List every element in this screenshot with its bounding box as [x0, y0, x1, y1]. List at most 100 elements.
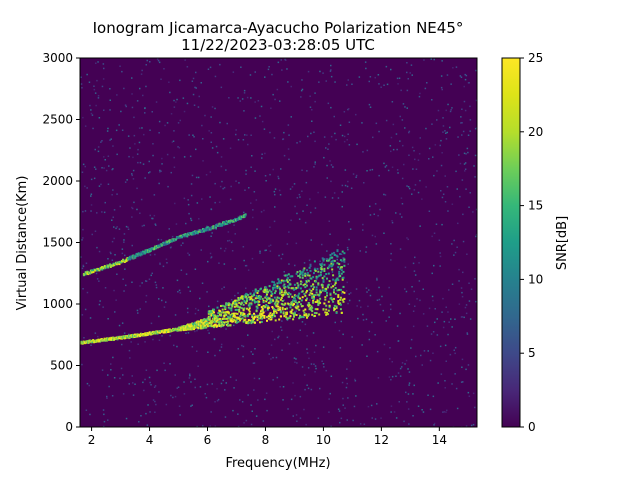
noise-cell — [225, 382, 227, 384]
echo-cell — [343, 252, 346, 255]
echo-cell — [133, 254, 136, 257]
echo-cell — [319, 291, 322, 294]
echo-cell — [286, 279, 288, 282]
noise-cell — [464, 168, 467, 170]
echo-cell — [261, 314, 264, 317]
y-tick-label: 1500 — [42, 236, 73, 250]
noise-cell — [459, 75, 462, 77]
echo-cell — [245, 302, 248, 305]
noise-cell — [355, 174, 358, 177]
echo-cell — [282, 284, 285, 287]
noise-cell — [465, 153, 467, 155]
echo-cell — [197, 326, 200, 329]
noise-cell — [222, 187, 224, 190]
noise-cell — [406, 237, 408, 239]
noise-cell — [161, 163, 163, 165]
echo-cell — [312, 288, 315, 291]
noise-cell — [255, 199, 258, 201]
noise-cell — [210, 411, 212, 413]
noise-cell — [182, 97, 185, 99]
noise-cell — [156, 58, 159, 60]
echo-cell — [335, 311, 338, 314]
noise-cell — [156, 369, 158, 372]
echo-cell — [273, 310, 275, 313]
noise-cell — [179, 79, 181, 82]
noise-cell — [233, 324, 235, 327]
noise-cell — [385, 320, 387, 322]
echo-cell — [301, 296, 304, 299]
echo-cell — [335, 305, 338, 308]
noise-cell — [187, 286, 190, 288]
noise-cell — [252, 216, 254, 219]
noise-cell — [366, 170, 368, 172]
noise-cell — [385, 65, 388, 68]
noise-cell — [103, 413, 105, 416]
echo-cell — [292, 312, 295, 315]
noise-cell — [246, 134, 248, 136]
noise-cell — [294, 310, 296, 313]
noise-cell — [455, 170, 457, 173]
echo-cell — [225, 321, 228, 324]
noise-cell — [148, 278, 151, 280]
noise-cell — [315, 344, 317, 347]
echo-cell — [229, 324, 232, 327]
noise-cell — [304, 388, 306, 391]
echo-cell — [246, 297, 248, 300]
noise-cell — [220, 343, 223, 346]
echo-cell — [246, 315, 249, 318]
echo-cell — [311, 295, 314, 298]
noise-cell — [131, 206, 133, 209]
noise-cell — [401, 362, 404, 364]
noise-cell — [428, 307, 431, 310]
echo-cell — [283, 315, 286, 318]
echo-cell — [244, 318, 247, 321]
noise-cell — [373, 213, 375, 215]
echo-cell — [308, 274, 311, 277]
noise-cell — [329, 233, 331, 235]
noise-cell — [371, 321, 373, 324]
echo-cell — [323, 302, 326, 305]
noise-cell — [271, 73, 273, 76]
echo-cell — [231, 305, 234, 308]
noise-cell — [366, 355, 368, 357]
echo-cell — [279, 289, 282, 292]
noise-cell — [335, 138, 337, 141]
noise-cell — [253, 191, 256, 193]
noise-cell — [355, 113, 357, 116]
echo-cell — [272, 299, 275, 302]
echo-cell — [118, 263, 121, 266]
noise-cell — [456, 188, 458, 190]
noise-cell — [442, 326, 445, 329]
noise-cell — [186, 102, 189, 105]
noise-cell — [461, 108, 463, 110]
noise-cell — [99, 300, 101, 302]
echo-cell — [303, 292, 306, 295]
echo-cell — [329, 254, 332, 257]
noise-cell — [403, 163, 405, 166]
noise-cell — [361, 344, 363, 346]
echo-cell — [257, 314, 260, 317]
noise-cell — [242, 355, 244, 358]
noise-cell — [88, 81, 91, 83]
noise-cell — [412, 310, 415, 312]
noise-cell — [286, 319, 289, 321]
echo-cell — [323, 267, 326, 270]
noise-cell — [366, 291, 368, 293]
noise-cell — [90, 195, 92, 197]
noise-cell — [81, 363, 83, 366]
echo-cell — [224, 312, 227, 315]
noise-cell — [376, 350, 379, 353]
echo-cell — [253, 312, 255, 315]
noise-cell — [150, 274, 152, 277]
echo-cell — [226, 322, 229, 325]
echo-cell — [203, 325, 206, 328]
noise-cell — [475, 233, 477, 236]
noise-cell — [183, 156, 186, 158]
echo-cell — [238, 216, 241, 219]
noise-cell — [118, 124, 120, 126]
noise-cell — [303, 262, 306, 264]
noise-cell — [461, 134, 463, 136]
echo-cell — [280, 289, 283, 292]
echo-cell — [213, 314, 216, 317]
